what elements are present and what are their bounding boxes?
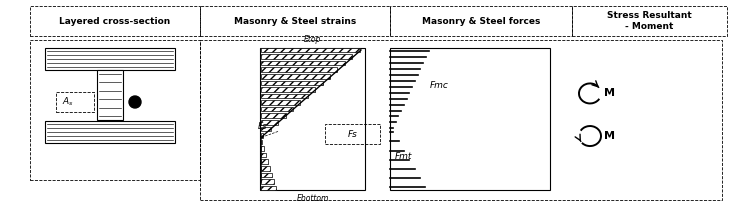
Text: Es: Es [258, 123, 268, 131]
Bar [261, 113, 285, 118]
Bar [97, 70, 123, 120]
Text: Ebottom: Ebottom [296, 194, 329, 203]
Bar [200, 6, 390, 36]
Text: Layered cross-section: Layered cross-section [59, 16, 171, 26]
Bar [572, 6, 727, 36]
Text: Masonry & Steel forces: Masonry & Steel forces [422, 16, 540, 26]
Bar [30, 40, 200, 180]
Bar [261, 140, 262, 144]
Text: Etop: Etop [304, 35, 321, 44]
Bar [261, 179, 274, 184]
Bar [325, 124, 380, 144]
Text: M: M [604, 131, 615, 141]
Bar [260, 48, 365, 190]
Bar [261, 186, 277, 190]
Circle shape [129, 96, 141, 108]
Bar [45, 121, 175, 143]
Text: $A_s$: $A_s$ [62, 96, 74, 108]
Bar [45, 48, 175, 70]
Bar [261, 173, 272, 177]
Bar [56, 92, 94, 112]
Text: M: M [604, 88, 615, 98]
Bar [261, 146, 264, 151]
Bar [261, 87, 315, 92]
Bar [261, 54, 352, 59]
Bar [261, 94, 308, 98]
Text: Fmc: Fmc [430, 81, 449, 90]
Bar [261, 100, 300, 105]
Bar [30, 6, 200, 36]
Bar [261, 153, 266, 157]
Bar [261, 160, 269, 164]
Bar [261, 48, 359, 52]
Bar [390, 6, 572, 36]
Text: Fs: Fs [348, 130, 357, 139]
Bar [261, 127, 271, 131]
Bar [261, 120, 278, 125]
Text: Fmt: Fmt [395, 152, 412, 161]
Bar [261, 67, 337, 72]
Bar [200, 40, 722, 200]
Bar [261, 133, 264, 138]
Bar [390, 48, 550, 190]
Bar [261, 74, 330, 79]
Bar [261, 107, 293, 111]
Text: Masonry & Steel strains: Masonry & Steel strains [234, 16, 356, 26]
Bar [261, 61, 345, 65]
Text: Stress Resultant
- Moment: Stress Resultant - Moment [607, 11, 692, 31]
Bar [261, 166, 270, 171]
Bar [261, 80, 323, 85]
